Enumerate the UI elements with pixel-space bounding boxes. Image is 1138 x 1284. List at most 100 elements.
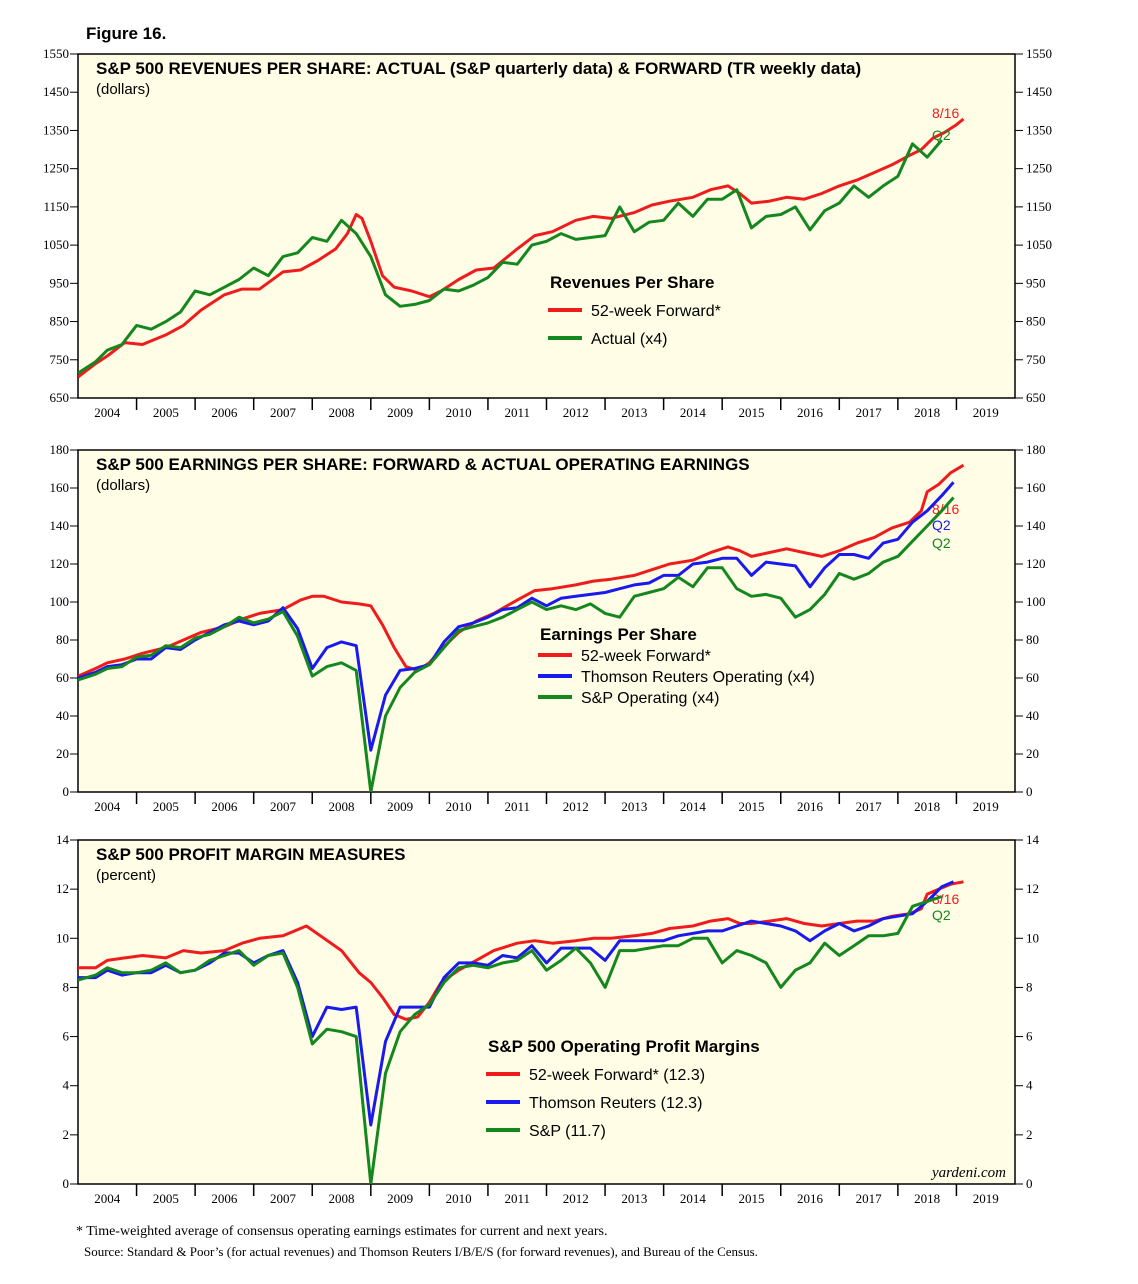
x-tick-label-2016: 2016 [797,799,824,814]
y-tick-label-right: 2 [1026,1127,1033,1142]
y-tick-label-left: 140 [50,518,70,533]
series-end-label: Q2 [932,517,951,533]
y-tick-label-right: 60 [1026,670,1039,685]
series-end-label: 8/16 [932,105,959,121]
x-tick-label-2009: 2009 [387,799,413,814]
series-line-actual [78,496,955,792]
x-tick-label-2006: 2006 [211,405,238,420]
y-tick-label-left: 14 [56,832,70,847]
legend-entry: 52-week Forward* (12.3) [529,1067,705,1084]
y-tick-label-left: 650 [50,390,70,405]
x-tick-label-2016: 2016 [797,405,824,420]
x-tick-label-2010: 2010 [446,799,472,814]
x-tick-label-2010: 2010 [446,405,472,420]
x-tick-label-2018: 2018 [914,1191,940,1206]
series-line-actual [78,139,943,375]
y-tick-label-right: 140 [1026,518,1046,533]
x-tick-label-2004: 2004 [94,405,121,420]
footnote: * Time-weighted average of consensus ope… [76,1224,608,1239]
y-tick-label-left: 6 [63,1029,70,1044]
y-tick-label-left: 10 [56,930,69,945]
legend-entry: S&P (11.7) [529,1123,606,1140]
y-tick-label-right: 160 [1026,480,1046,495]
panel-title: S&P 500 REVENUES PER SHARE: ACTUAL (S&P … [96,59,861,78]
x-tick-label-2019: 2019 [973,1191,999,1206]
y-tick-label-left: 750 [50,352,70,367]
y-tick-label-right: 120 [1026,556,1046,571]
x-tick-label-2006: 2006 [211,1191,238,1206]
x-tick-label-2008: 2008 [329,799,355,814]
x-tick-label-2011: 2011 [504,799,530,814]
x-tick-label-2007: 2007 [270,1191,297,1206]
y-tick-label-left: 60 [56,670,69,685]
x-tick-label-2017: 2017 [856,1191,883,1206]
y-tick-label-left: 8 [63,979,70,994]
x-tick-label-2006: 2006 [211,799,238,814]
y-tick-label-right: 0 [1026,1176,1033,1191]
y-tick-label-right: 650 [1026,390,1046,405]
figure-label: Figure 16. [86,24,167,43]
plot-area [77,53,1016,399]
x-tick-label-2005: 2005 [153,1191,179,1206]
y-tick-label-left: 100 [50,594,70,609]
y-tick-label-left: 950 [50,275,70,290]
x-tick-label-2012: 2012 [563,1191,589,1206]
panel-1: 650 650 750 750 850 850 950 950 1050 1050 1150 1150… [43,46,1052,420]
x-tick-label-2011: 2011 [504,405,530,420]
x-tick-label-2005: 2005 [153,405,179,420]
x-tick-label-2019: 2019 [973,405,999,420]
series-line-thomson [78,481,955,752]
y-tick-label-right: 1550 [1026,46,1052,61]
y-tick-label-left: 4 [63,1078,70,1093]
y-tick-label-right: 750 [1026,352,1046,367]
x-tick-label-2009: 2009 [387,1191,413,1206]
x-tick-label-2014: 2014 [680,405,707,420]
y-tick-label-right: 40 [1026,708,1039,723]
source-note: Source: Standard & Poor’s (for actual re… [84,1244,758,1259]
y-tick-label-left: 1250 [43,161,69,176]
y-tick-label-left: 120 [50,556,70,571]
watermark: yardeni.com [930,1165,1006,1181]
x-tick-label-2007: 2007 [270,405,297,420]
plot-area [77,839,1016,1185]
x-tick-label-2016: 2016 [797,1191,824,1206]
series-end-label: Q2 [932,535,951,551]
y-tick-label-right: 14 [1026,832,1040,847]
x-tick-label-2014: 2014 [680,799,707,814]
x-tick-label-2015: 2015 [738,1191,764,1206]
y-tick-label-right: 12 [1026,881,1039,896]
x-tick-label-2013: 2013 [621,405,647,420]
y-tick-label-right: 0 [1026,784,1033,799]
series-end-label: Q2 [932,127,951,143]
x-tick-label-2010: 2010 [446,1191,472,1206]
x-tick-label-2018: 2018 [914,799,940,814]
y-tick-label-left: 20 [56,746,69,761]
y-tick-label-left: 1450 [43,84,69,99]
y-tick-label-right: 1150 [1026,199,1052,214]
panel-subtitle: (percent) [96,867,156,884]
x-tick-label-2012: 2012 [563,799,589,814]
x-tick-label-2009: 2009 [387,405,413,420]
y-tick-label-left: 0 [63,1176,70,1191]
legend-entry: Thomson Reuters Operating (x4) [581,669,815,686]
legend-title: Revenues Per Share [550,273,714,292]
y-tick-label-right: 80 [1026,632,1039,647]
y-tick-label-right: 850 [1026,314,1046,329]
x-tick-label-2017: 2017 [856,405,883,420]
y-tick-label-left: 180 [50,442,70,457]
y-tick-label-left: 1350 [43,122,69,137]
series-line-thomson [78,880,955,1127]
x-tick-label-2015: 2015 [738,405,764,420]
y-tick-label-left: 850 [50,314,70,329]
legend-title: Earnings Per Share [540,625,697,644]
series-line-actual [78,895,943,1184]
y-tick-label-right: 1250 [1026,161,1052,176]
y-tick-label-right: 20 [1026,746,1039,761]
x-tick-label-2012: 2012 [563,405,589,420]
legend-title: S&P 500 Operating Profit Margins [488,1037,760,1056]
y-tick-label-right: 1450 [1026,84,1052,99]
x-tick-label-2017: 2017 [856,799,883,814]
x-tick-label-2011: 2011 [504,1191,530,1206]
legend-entry: 52-week Forward* [581,648,711,665]
